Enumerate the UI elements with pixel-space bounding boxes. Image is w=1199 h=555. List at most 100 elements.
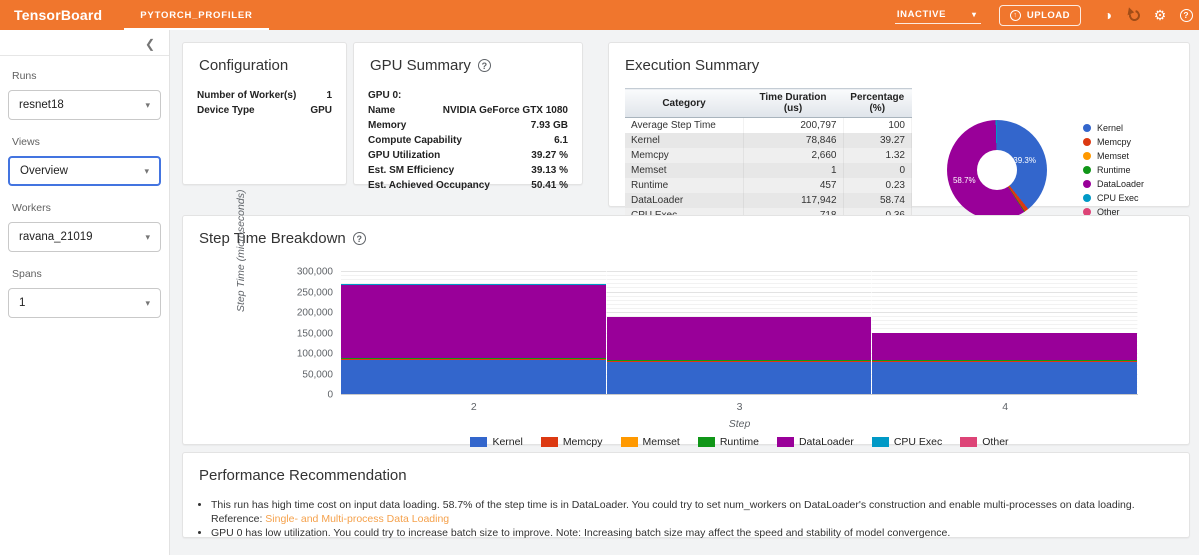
upload-label: UPLOAD [1026,9,1070,21]
gpu-row-utilization: GPU Utilization 39.27 % [368,150,568,161]
legend-item[interactable]: Kernel [1082,123,1144,133]
y-axis-title: Step Time (microseconds) [235,189,247,312]
reload-button[interactable] [1121,2,1147,28]
table-cell: 58.74 [843,193,912,208]
legend-item[interactable]: Memcpy [540,436,603,448]
y-axis-tick-label: 150,000 [296,328,333,339]
help-button[interactable]: ? [1173,2,1199,28]
recommendation-item: This run has high time cost on input dat… [211,498,1169,526]
tensorboard-logo[interactable]: TensorBoard [14,7,103,23]
sidebar-collapse-row: ❮ [0,32,169,56]
table-cell: 200,797 [743,117,844,133]
y-axis-tick-label: 300,000 [296,266,333,278]
runs-label: Runs [12,70,37,82]
legend-item[interactable]: CPU Exec [871,436,942,448]
table-cell: 2,660 [743,148,844,163]
gpu-row-occupancy: Est. Achieved Occupancy 50.41 % [368,180,568,191]
theme-toggle-button[interactable]: ◑ [1095,2,1121,28]
status-dropdown[interactable]: INACTIVE ▾ [894,0,981,30]
legend-item[interactable]: Other [960,436,1009,448]
views-select[interactable]: Overview ▾ [8,156,161,186]
table-cell: 0.23 [843,178,912,193]
main-content: Configuration Number of Worker(s) 1 Devic… [170,30,1199,555]
step-column[interactable] [341,262,607,395]
x-axis-tick-label: 2 [470,401,477,413]
workers-select[interactable]: ravana_21019 ▾ [8,222,161,252]
execution-donut-chart[interactable]: 39.3% 58.7% [946,120,1047,220]
legend-item[interactable]: Runtime [697,436,759,448]
table-cell: 1.32 [843,148,912,163]
legend-item[interactable]: CPU Exec [1082,193,1144,203]
legend-label: Runtime [1096,165,1131,175]
table-column-header[interactable]: Time Duration (us) [743,88,843,118]
legend-color-dot [1082,152,1091,160]
table-column-header[interactable]: Percentage (%) [843,88,912,118]
table-row: Memcpy 2,660 1.32 [625,148,912,163]
upload-icon: ↑ [1009,9,1021,21]
gridline [341,295,1138,297]
spans-select[interactable]: 1 ▾ [8,288,161,318]
donut-kernel-label: 39.3% [1013,156,1036,165]
table-cell: 39.27 [843,133,912,148]
gridline [341,287,1138,289]
x-axis-title: Step [728,418,751,430]
refresh-icon [1126,7,1142,23]
configuration-card: Configuration Number of Worker(s) 1 Devic… [182,42,347,185]
table-row: Runtime 457 0.23 [625,178,912,193]
help-icon[interactable]: ? [352,232,366,245]
legend-label: DataLoader [798,436,854,448]
legend-color-dot [1082,208,1091,216]
legend-label: Runtime [719,436,759,448]
help-icon[interactable]: ? [477,59,491,72]
table-row: Average Step Time 200,797 100 [625,117,912,133]
chevron-down-icon: ▾ [145,99,150,110]
legend-item[interactable]: Memset [1082,151,1144,161]
gpu-row-compute: Compute Capability 6.1 [368,135,568,146]
chevron-down-icon: ▾ [972,10,977,19]
legend-item[interactable]: DataLoader [776,436,854,448]
segment-memcpy [872,360,1138,363]
segment-memcpy [341,358,606,361]
configuration-title: Configuration [199,57,289,74]
gridline [341,299,1138,301]
views-label: Views [12,136,40,148]
y-axis-tick-label: 250,000 [296,287,333,298]
tab-pytorch-profiler[interactable]: PYTORCH_PROFILER [116,0,276,30]
step-column[interactable] [606,262,873,395]
table-row: DataLoader 117,942 58.74 [625,193,912,208]
gridline [341,283,1138,285]
legend-label: Other [982,436,1009,448]
topbar-spacer [277,0,895,30]
legend-label: Other [1096,207,1120,217]
settings-button[interactable]: ⚙ [1147,2,1173,28]
table-cell: Memcpy [625,148,744,163]
upload-button[interactable]: ↑ UPLOAD [998,4,1081,26]
legend-color-swatch [470,437,488,447]
segment-dataloader [872,332,1138,361]
legend-item[interactable]: Kernel [470,436,523,448]
gpu-index-label: GPU 0: [368,90,402,101]
legend-item[interactable]: Memset [620,436,680,448]
workers-value: ravana_21019 [19,231,93,243]
collapse-sidebar-button[interactable]: ❮ [144,36,155,51]
legend-label: Kernel [492,436,523,448]
legend-label: Kernel [1096,123,1123,133]
legend-color-dot [1082,180,1091,188]
config-row-workers: Number of Worker(s) 1 [197,90,332,101]
table-cell: Kernel [625,133,744,148]
recommendation-list: This run has high time cost on input dat… [183,490,1189,540]
legend-item[interactable]: DataLoader [1082,179,1144,189]
table-cell: 100 [843,117,912,133]
table-cell: 457 [743,178,844,193]
step-column[interactable] [872,262,1139,395]
table-column-header[interactable]: Category [625,88,743,118]
recommendation-link[interactable]: Single- and Multi-process Data Loading [265,513,450,525]
step-chart[interactable]: Step Time (microseconds) 0 50,000 100,000 1… [183,190,1189,448]
legend-item[interactable]: Other [1082,207,1144,217]
legend-item[interactable]: Memcpy [1082,137,1144,147]
x-axis-tick-label: 3 [736,401,743,413]
legend-item[interactable]: Runtime [1082,165,1144,175]
runs-select[interactable]: resnet18 ▾ [8,90,161,120]
legend-color-swatch [620,437,638,447]
legend-color-dot [1082,166,1091,174]
